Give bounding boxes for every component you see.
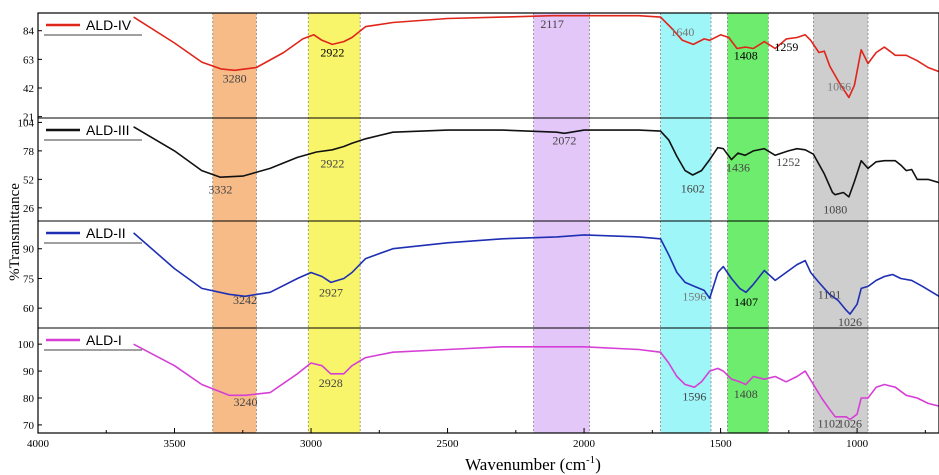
x-tick-label: 4000 <box>27 438 50 450</box>
peak-label: 1026 <box>838 417 862 431</box>
y-tick-label: 26 <box>23 203 35 215</box>
peak-label: 1102 <box>817 417 841 431</box>
series-line-ald-i <box>133 343 939 421</box>
x-tick-label: 2500 <box>437 438 460 450</box>
highlight-band-5 <box>813 13 869 433</box>
peak-label: 1026 <box>838 315 862 329</box>
y-tick-label: 21 <box>23 112 34 124</box>
plot-border <box>37 12 939 434</box>
peak-label: 3240 <box>234 395 258 409</box>
peak-label: 1408 <box>734 48 758 62</box>
peak-label: 1408 <box>734 387 758 401</box>
x-tick-label: 1000 <box>846 438 869 450</box>
y-tick-label: 84 <box>23 26 35 38</box>
peak-label: 2117 <box>540 17 564 31</box>
x-axis-label-close: ) <box>595 455 601 474</box>
peak-label: 2922 <box>320 46 344 60</box>
y-tick-label: 90 <box>23 244 35 256</box>
y-tick-label: 100 <box>18 339 35 351</box>
series-line-ald-iv <box>133 14 939 99</box>
chart-frame <box>37 12 939 434</box>
y-tick-label: 80 <box>23 393 35 405</box>
peak-label: 1596 <box>682 390 706 404</box>
y-tick-label: 78 <box>23 146 35 158</box>
x-tick-label: 2000 <box>573 438 596 450</box>
x-tick-label: 3500 <box>164 438 187 450</box>
peak-label: 1596 <box>682 289 706 303</box>
x-axis: 4000 3500 3000 2500 2000 1500 1000 <box>27 428 926 450</box>
peak-label: 3280 <box>223 72 247 86</box>
highlight-band-3 <box>660 13 712 433</box>
peak-label: 3332 <box>208 183 232 197</box>
y-tick-label: 42 <box>23 83 34 95</box>
chart-panels: 21 42 63 84 ALD-IV 3280 2922 2117 1640 1408 1259 10… <box>18 14 939 432</box>
peak-label: 2927 <box>319 285 343 299</box>
x-axis-label: Wavenumber (cm-1) <box>465 454 601 474</box>
x-tick-label: 1500 <box>710 438 733 450</box>
peak-label: 1640 <box>670 25 694 39</box>
series-line-ald-ii <box>133 232 939 315</box>
y-tick-label: 90 <box>23 366 35 378</box>
highlight-bands <box>212 13 869 433</box>
peak-label: 2922 <box>320 156 344 170</box>
highlight-band-4 <box>727 13 769 433</box>
peak-label: 1436 <box>726 161 750 175</box>
y-tick-label: 63 <box>23 54 35 66</box>
panel-ald-iii: 26 52 78 104 ALD-III 3332 2922 2072 1602 1436 1252… <box>18 117 939 216</box>
highlight-band-2 <box>533 13 590 433</box>
y-tick-label: 104 <box>18 117 35 129</box>
legend-label: ALD-I <box>86 332 122 348</box>
peak-label: 1602 <box>681 182 705 196</box>
peak-label: 1080 <box>823 202 847 216</box>
peak-label: 1259 <box>774 40 798 54</box>
highlight-band-0 <box>212 13 257 433</box>
peak-label: 3242 <box>233 293 257 307</box>
peak-label: 2072 <box>552 133 576 147</box>
y-axis-label: %Transmittance <box>7 183 23 281</box>
peak-label: 1252 <box>776 155 800 169</box>
panel-ald-ii: 60 75 90 ALD-II 3242 2927 1596 1407 1101 1026 <box>23 220 939 329</box>
series-line-ald-iii <box>133 126 939 198</box>
legend-label: ALD-II <box>86 225 126 241</box>
panel-ald-iv: 21 42 63 84 ALD-IV 3280 2922 2117 1640 1408 1259 10… <box>23 14 939 124</box>
peak-label: 1066 <box>827 80 851 94</box>
peak-label: 1101 <box>818 287 842 301</box>
y-tick-label: 70 <box>23 420 35 432</box>
y-tick-label: 60 <box>23 303 35 315</box>
y-tick-label: 52 <box>23 174 34 186</box>
legend-label: ALD-III <box>86 122 130 138</box>
x-tick-label: 3000 <box>300 438 323 450</box>
highlight-band-1 <box>308 13 361 433</box>
legend-label: ALD-IV <box>86 17 132 33</box>
peak-label: 1407 <box>734 295 758 309</box>
x-axis-label-superscript: -1 <box>586 454 595 466</box>
x-axis-label-text: Wavenumber (cm <box>465 455 586 474</box>
peak-label: 2928 <box>319 376 343 390</box>
y-tick-label: 75 <box>23 273 35 285</box>
